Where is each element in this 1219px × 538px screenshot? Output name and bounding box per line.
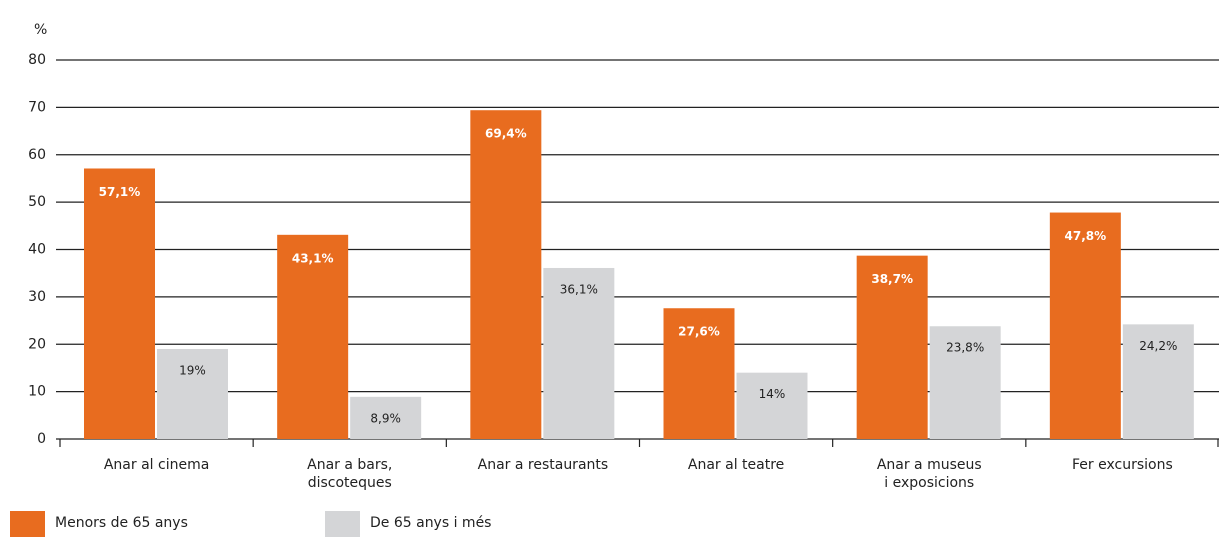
value-label: 19% xyxy=(179,363,206,377)
legend-label: Menors de 65 anys xyxy=(55,515,188,531)
value-label: 47,8% xyxy=(1065,229,1107,243)
value-label: 57,1% xyxy=(99,185,141,199)
y-tick-label: 20 xyxy=(28,336,46,352)
bar xyxy=(470,110,542,439)
legend-swatch xyxy=(325,511,360,537)
x-tick-label: Anar a bars, discoteques xyxy=(307,457,393,491)
x-tick-label: Fer excursions xyxy=(1072,457,1173,473)
y-tick-label: 80 xyxy=(28,52,46,68)
x-tick-label: Anar al teatre xyxy=(687,457,785,473)
value-label: 69,4% xyxy=(485,127,527,141)
y-axis-label: % xyxy=(34,22,47,38)
value-label: 38,7% xyxy=(871,272,913,286)
bar xyxy=(1049,212,1121,439)
legend-swatch xyxy=(10,511,45,537)
bar xyxy=(543,267,615,439)
bar xyxy=(277,234,349,439)
bar xyxy=(1122,324,1194,439)
y-tick-label: 50 xyxy=(28,194,46,210)
bar xyxy=(350,396,422,439)
bar xyxy=(856,255,928,439)
bar xyxy=(663,308,735,439)
y-tick-label: 40 xyxy=(28,242,46,258)
x-tick-label: Anar a museus i exposicions xyxy=(876,457,982,491)
value-label: 24,2% xyxy=(1139,339,1177,353)
value-label: 36,1% xyxy=(560,282,598,296)
y-tick-label: 10 xyxy=(28,384,46,400)
value-label: 8,9% xyxy=(370,411,401,425)
value-label: 14% xyxy=(759,387,786,401)
bar xyxy=(929,326,1001,439)
bar xyxy=(736,372,808,439)
y-tick-label: 70 xyxy=(28,99,46,115)
y-tick-label: 60 xyxy=(28,147,46,163)
value-label: 23,8% xyxy=(946,341,984,355)
bar xyxy=(84,168,155,439)
x-tick-label: Anar a restaurants xyxy=(477,457,609,473)
x-tick-label: Anar al cinema xyxy=(103,457,210,473)
y-tick-label: 0 xyxy=(37,431,46,447)
value-label: 27,6% xyxy=(678,325,720,339)
legend-label: De 65 anys i més xyxy=(370,515,492,531)
value-label: 43,1% xyxy=(292,251,334,265)
bar xyxy=(157,348,228,439)
y-tick-label: 30 xyxy=(28,289,46,305)
